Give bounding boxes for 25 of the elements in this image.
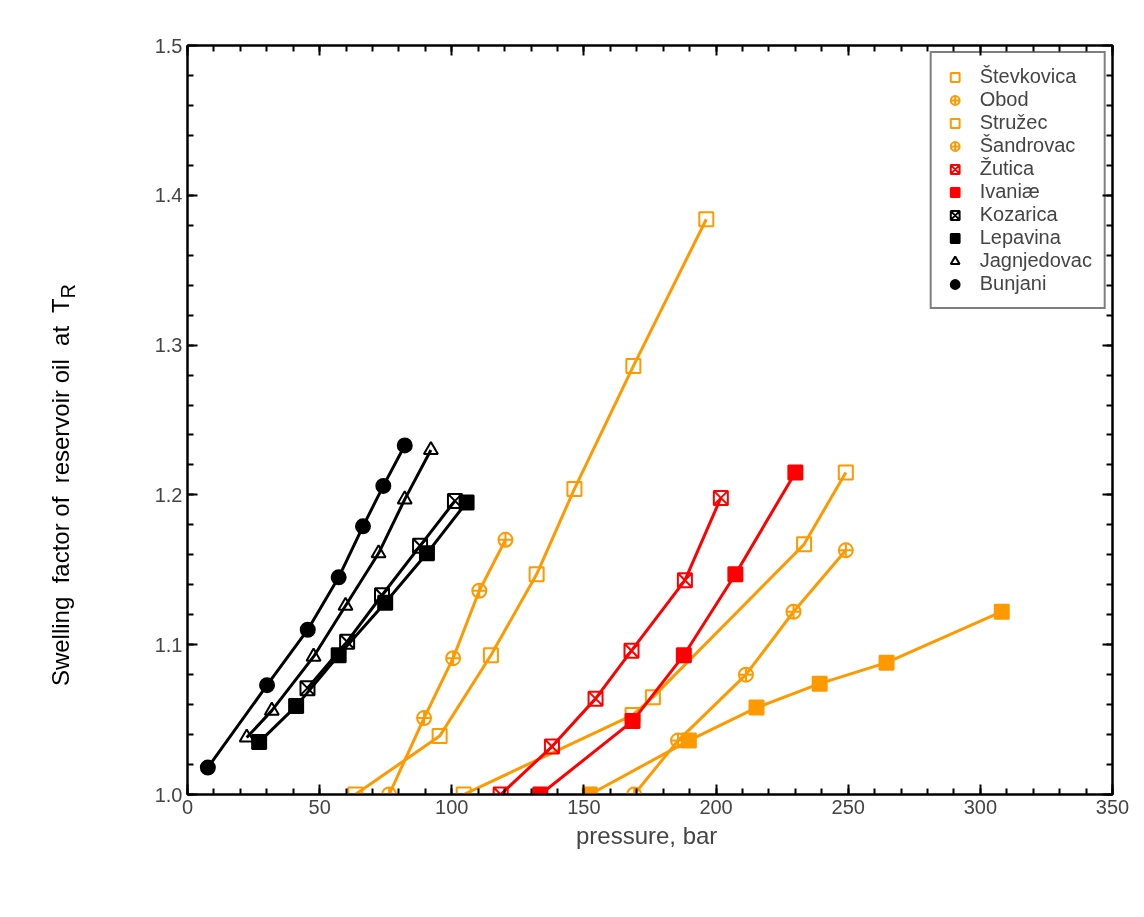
legend-label: Jagnjedovac: [979, 249, 1092, 272]
y-tick-label: 1.0: [154, 783, 183, 806]
x-tick-label: 0: [181, 795, 194, 818]
y-tick-label: 1.4: [154, 184, 183, 207]
x-tick-label: 350: [1095, 795, 1130, 818]
legend-label: Šandrovac: [979, 134, 1076, 157]
legend-label: Stružec: [979, 111, 1048, 134]
y-tick-label: 1.5: [154, 34, 183, 57]
x-tick-label: 250: [831, 795, 865, 818]
x-tick-label: 300: [963, 795, 998, 818]
legend-label: Obod: [979, 88, 1029, 111]
y-tick-label: 1.1: [154, 633, 183, 656]
y-tick-label: 1.3: [154, 334, 183, 357]
legend-label: Ivaniæ: [979, 180, 1040, 203]
x-tick-label: 150: [567, 795, 601, 818]
x-axis-title: pressure, bar: [575, 821, 718, 849]
legend-label: Števkovica: [979, 65, 1077, 88]
legend-label: Kozarica: [979, 203, 1058, 226]
legend-label: Lepavina: [979, 226, 1061, 249]
legend-label: Žutica: [979, 157, 1035, 180]
y-tick-label: 1.2: [154, 483, 183, 506]
legend-label: Bunjani: [979, 272, 1047, 295]
x-tick-label: 50: [308, 795, 331, 818]
x-tick-label: 200: [699, 795, 733, 818]
x-tick-label: 100: [435, 795, 469, 818]
